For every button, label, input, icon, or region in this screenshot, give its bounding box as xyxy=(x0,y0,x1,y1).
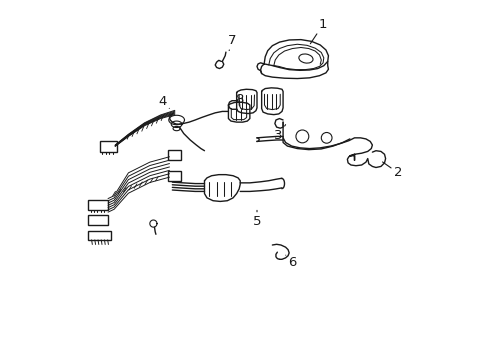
Bar xyxy=(88,215,107,225)
Text: 2: 2 xyxy=(382,162,402,179)
Text: 1: 1 xyxy=(310,18,326,44)
Text: 7: 7 xyxy=(227,34,236,50)
Text: 5: 5 xyxy=(252,210,261,228)
Bar xyxy=(167,150,181,160)
Text: 8: 8 xyxy=(234,93,243,106)
Text: 3: 3 xyxy=(274,125,285,142)
Bar xyxy=(167,171,181,181)
Text: 4: 4 xyxy=(158,95,169,108)
Bar xyxy=(88,201,107,210)
Bar xyxy=(100,141,117,152)
Text: 6: 6 xyxy=(285,255,296,269)
Bar xyxy=(88,231,111,240)
